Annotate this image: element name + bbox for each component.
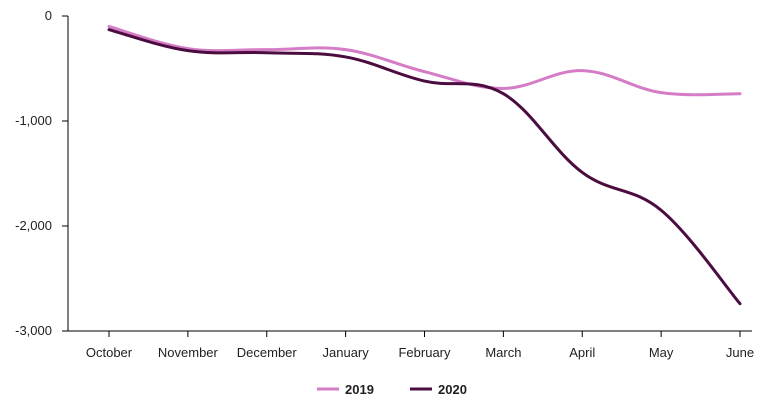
x-tick-label: October xyxy=(86,345,133,360)
data-point-2019 xyxy=(344,48,347,51)
data-point-2019 xyxy=(660,91,663,94)
data-point-2019 xyxy=(502,87,505,90)
x-tick-label: June xyxy=(726,345,754,360)
y-tick-label: -1,000 xyxy=(15,113,52,128)
data-point-2019 xyxy=(265,48,268,51)
data-point-2020 xyxy=(660,209,663,212)
y-tick-label: -3,000 xyxy=(15,323,52,338)
data-point-2020 xyxy=(108,28,111,31)
x-tick-label: December xyxy=(237,345,298,360)
x-tick-label: May xyxy=(649,345,674,360)
legend: 2019 2020 xyxy=(317,382,467,397)
data-point-2020 xyxy=(265,51,268,54)
data-point-2019 xyxy=(581,69,584,72)
data-point-2019 xyxy=(108,25,111,28)
series-line-2019 xyxy=(107,25,742,97)
legend-label-2019: 2019 xyxy=(345,382,374,397)
data-point-2020 xyxy=(502,92,505,95)
x-tick-label: February xyxy=(398,345,451,360)
axes-group: 0 -1,000 -2,000 -3,000 October November Decemb… xyxy=(15,8,754,360)
data-point-2020 xyxy=(423,80,426,83)
data-point-2020 xyxy=(344,55,347,58)
x-tick-label: April xyxy=(569,345,595,360)
x-tick-label: January xyxy=(323,345,370,360)
data-point-2020 xyxy=(581,171,584,174)
data-point-2019 xyxy=(739,92,742,95)
series-group xyxy=(107,25,742,306)
x-tick-label: March xyxy=(485,345,521,360)
x-tick-label: November xyxy=(158,345,219,360)
y-tick-label: 0 xyxy=(45,8,52,23)
legend-label-2020: 2020 xyxy=(438,382,467,397)
series-line-2020 xyxy=(107,28,742,306)
y-tick-label: -2,000 xyxy=(15,218,52,233)
data-point-2019 xyxy=(423,70,426,73)
data-point-2020 xyxy=(186,49,189,52)
data-point-2020 xyxy=(739,302,742,305)
